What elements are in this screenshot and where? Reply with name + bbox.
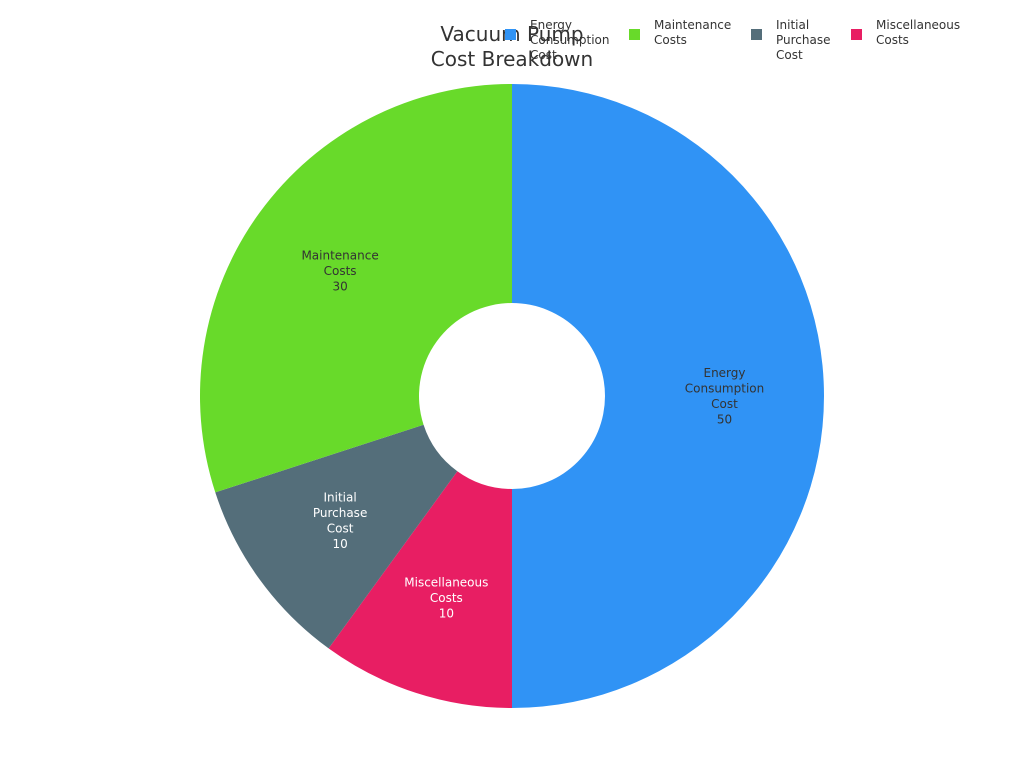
legend-item-energy-consumption-cost[interactable]: Energy Consumption Cost bbox=[505, 18, 609, 63]
legend-label: Miscellaneous Costs bbox=[876, 18, 961, 47]
legend-swatch bbox=[851, 29, 862, 40]
legend-swatch bbox=[751, 29, 762, 40]
slice-energy-consumption-cost[interactable] bbox=[512, 84, 824, 708]
slice-label-energy-consumption-cost: Energy Consumption Cost 50 bbox=[685, 366, 764, 427]
legend-label: Initial Purchase Cost bbox=[776, 18, 831, 62]
slice-label-maintenance-costs: Maintenance Costs 30 bbox=[301, 249, 378, 294]
slice-initial-purchase-cost[interactable] bbox=[215, 424, 458, 649]
legend-swatch bbox=[629, 29, 640, 40]
legend-item-initial-purchase-cost[interactable]: Initial Purchase Cost bbox=[751, 18, 831, 63]
legend-label: Energy Consumption Cost bbox=[530, 18, 610, 62]
slice-maintenance-costs[interactable] bbox=[199, 84, 512, 493]
slice-labels: Energy Consumption Cost 50 Miscellaneous Cost… bbox=[301, 249, 764, 621]
slice-miscellaneous-costs[interactable] bbox=[328, 471, 512, 708]
legend-label: Maintenance Costs bbox=[654, 18, 732, 47]
legend-swatch bbox=[505, 29, 516, 40]
donut-slices bbox=[199, 84, 824, 708]
legend-item-maintenance-costs[interactable]: Maintenance Costs bbox=[629, 18, 731, 48]
chart-title: Vacuum Pump Cost Breakdown bbox=[430, 22, 594, 71]
legend-item-miscellaneous-costs[interactable]: Miscellaneous Costs bbox=[851, 18, 960, 48]
slice-label-initial-purchase-cost: Initial Purchase Cost 10 bbox=[313, 491, 368, 552]
slice-label-miscellaneous-costs: Miscellaneous Costs 10 bbox=[404, 576, 488, 621]
